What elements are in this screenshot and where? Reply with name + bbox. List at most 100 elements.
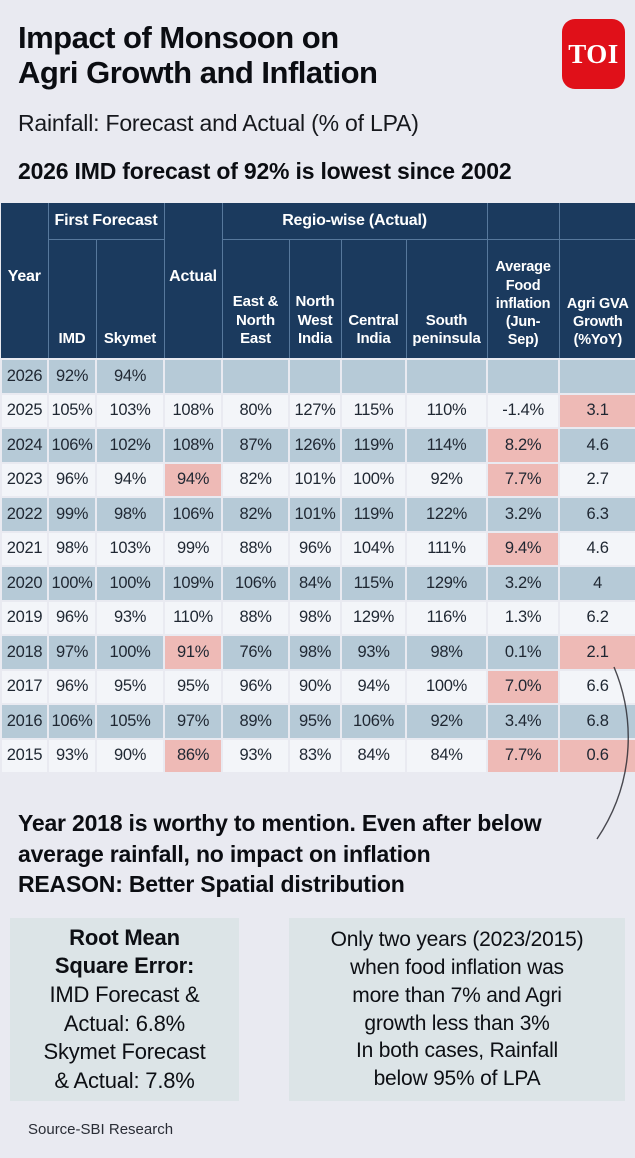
cell-2015-nw_india: 83% xyxy=(288,737,343,774)
cell-2020-skymet: 100% xyxy=(94,565,166,602)
cell-2016-actual: 97% xyxy=(163,703,224,740)
cell-2026-year: 2026 xyxy=(0,358,49,395)
two-years-body: Only two years (2023/2015) when food inf… xyxy=(330,927,584,1091)
cell-2021-nw_india: 96% xyxy=(288,530,343,567)
cell-2023-central: 100% xyxy=(340,461,408,498)
table-row-2018: 2018 97% 100% 91% 76% 98% 93% 98% 0.1% 2.1 xyxy=(0,634,635,671)
cell-2018-skymet: 100% xyxy=(94,634,166,671)
cell-2017-south: 100% xyxy=(405,668,489,705)
cell-2025-year: 2025 xyxy=(0,392,49,429)
toi-logo: TOI xyxy=(562,19,625,89)
cell-2024-year: 2024 xyxy=(0,427,49,464)
cell-2023-actual: 94% xyxy=(163,461,224,498)
table-row-2021: 2021 98% 103% 99% 88% 96% 104% 111% 9.4% 4.6 xyxy=(0,530,635,567)
cell-2026-east_ne xyxy=(221,358,291,395)
group-header-spacer-gva xyxy=(558,203,635,240)
cell-2025-actual: 108% xyxy=(163,392,224,429)
cell-2023-imd: 96% xyxy=(47,461,97,498)
cell-2016-skymet: 105% xyxy=(94,703,166,740)
cell-2023-east_ne: 82% xyxy=(221,461,291,498)
cell-2022-east_ne: 82% xyxy=(221,496,291,533)
cell-2015-south: 84% xyxy=(405,737,489,774)
table-row-2015: 2015 93% 90% 86% 93% 83% 84% 84% 7.7% 0.6 xyxy=(0,737,635,774)
cell-2019-east_ne: 88% xyxy=(221,599,291,636)
cell-2026-skymet: 94% xyxy=(94,358,166,395)
cell-2022-actual: 106% xyxy=(163,496,224,533)
cell-2022-central: 119% xyxy=(340,496,408,533)
cell-2024-food_inflation: 8.2% xyxy=(486,427,561,464)
cell-2024-skymet: 102% xyxy=(94,427,166,464)
cell-2026-south xyxy=(405,358,489,395)
cell-2025-east_ne: 80% xyxy=(221,392,291,429)
cell-2023-south: 92% xyxy=(405,461,489,498)
cell-2015-east_ne: 93% xyxy=(221,737,291,774)
subtitle: Rainfall: Forecast and Actual (% of LPA) xyxy=(18,110,419,136)
group-header-spacer-food xyxy=(486,203,560,240)
cell-2023-year: 2023 xyxy=(0,461,49,498)
cell-2016-east_ne: 89% xyxy=(221,703,291,740)
col-header-east-north-east: East & North East xyxy=(221,238,290,360)
cell-2016-nw_india: 95% xyxy=(288,703,343,740)
cell-2019-south: 116% xyxy=(405,599,489,636)
table-row-2017: 2017 96% 95% 95% 96% 90% 94% 100% 7.0% 6.6 xyxy=(0,668,635,705)
cell-2025-imd: 105% xyxy=(47,392,97,429)
cell-2024-agri_gva: 4.6 xyxy=(558,427,635,464)
cell-2020-actual: 109% xyxy=(163,565,224,602)
cell-2022-skymet: 98% xyxy=(94,496,166,533)
cell-2019-actual: 110% xyxy=(163,599,224,636)
col-header-year: Year xyxy=(1,203,49,360)
rmse-callout: Root Mean Square Error: IMD Forecast & A… xyxy=(10,918,239,1101)
cell-2021-agri_gva: 4.6 xyxy=(558,530,635,567)
cell-2025-skymet: 103% xyxy=(94,392,166,429)
cell-2021-central: 104% xyxy=(340,530,408,567)
cell-2016-year: 2016 xyxy=(0,703,49,740)
cell-2024-central: 119% xyxy=(340,427,408,464)
cell-2015-central: 84% xyxy=(340,737,408,774)
cell-2017-year: 2017 xyxy=(0,668,49,705)
cell-2017-imd: 96% xyxy=(47,668,97,705)
cell-2024-east_ne: 87% xyxy=(221,427,291,464)
col-header-south-peninsula: South peninsula xyxy=(405,238,488,360)
cell-2022-year: 2022 xyxy=(0,496,49,533)
table-row-2022: 2022 99% 98% 106% 82% 101% 119% 122% 3.2% 6.3 xyxy=(0,496,635,533)
cell-2026-imd: 92% xyxy=(47,358,97,395)
cell-2021-imd: 98% xyxy=(47,530,97,567)
col-header-actual: Actual xyxy=(163,203,223,360)
cell-2021-actual: 99% xyxy=(163,530,224,567)
toi-logo-text: TOI xyxy=(568,38,619,69)
cell-2018-agri_gva: 2.1 xyxy=(558,634,635,671)
col-header-skymet: Skymet xyxy=(95,238,165,360)
cell-2015-actual: 86% xyxy=(163,737,224,774)
cell-2018-actual: 91% xyxy=(163,634,224,671)
cell-2026-nw_india xyxy=(288,358,343,395)
cell-2023-agri_gva: 2.7 xyxy=(558,461,635,498)
cell-2018-nw_india: 98% xyxy=(288,634,343,671)
rmse-title: Root Mean Square Error: xyxy=(54,924,195,979)
cell-2016-imd: 106% xyxy=(47,703,97,740)
table-row-2019: 2019 96% 93% 110% 88% 98% 129% 116% 1.3% 6.2 xyxy=(0,599,635,636)
col-header-agri-gva: Agri GVA Growth (%YoY) xyxy=(558,238,635,360)
cell-2020-year: 2020 xyxy=(0,565,49,602)
group-header-regio-wise: Regio-wise (Actual) xyxy=(221,203,488,240)
cell-2018-central: 93% xyxy=(340,634,408,671)
cell-2024-nw_india: 126% xyxy=(288,427,343,464)
cell-2021-food_inflation: 9.4% xyxy=(486,530,561,567)
cell-2026-central xyxy=(340,358,408,395)
cell-2025-food_inflation: -1.4% xyxy=(486,392,561,429)
cell-2019-nw_india: 98% xyxy=(288,599,343,636)
cell-2020-south: 129% xyxy=(405,565,489,602)
two-years-callout: Only two years (2023/2015) when food inf… xyxy=(289,918,625,1101)
cell-2021-east_ne: 88% xyxy=(221,530,291,567)
cell-2016-food_inflation: 3.4% xyxy=(486,703,561,740)
cell-2019-central: 129% xyxy=(340,599,408,636)
table-row-2016: 2016 106% 105% 97% 89% 95% 106% 92% 3.4% 6.8 xyxy=(0,703,635,740)
cell-2022-nw_india: 101% xyxy=(288,496,343,533)
cell-2016-central: 106% xyxy=(340,703,408,740)
cell-2022-agri_gva: 6.3 xyxy=(558,496,635,533)
cell-2024-imd: 106% xyxy=(47,427,97,464)
cell-2016-south: 92% xyxy=(405,703,489,740)
cell-2020-nw_india: 84% xyxy=(288,565,343,602)
cell-2018-food_inflation: 0.1% xyxy=(486,634,561,671)
col-header-north-west-india: North West India xyxy=(288,238,342,360)
